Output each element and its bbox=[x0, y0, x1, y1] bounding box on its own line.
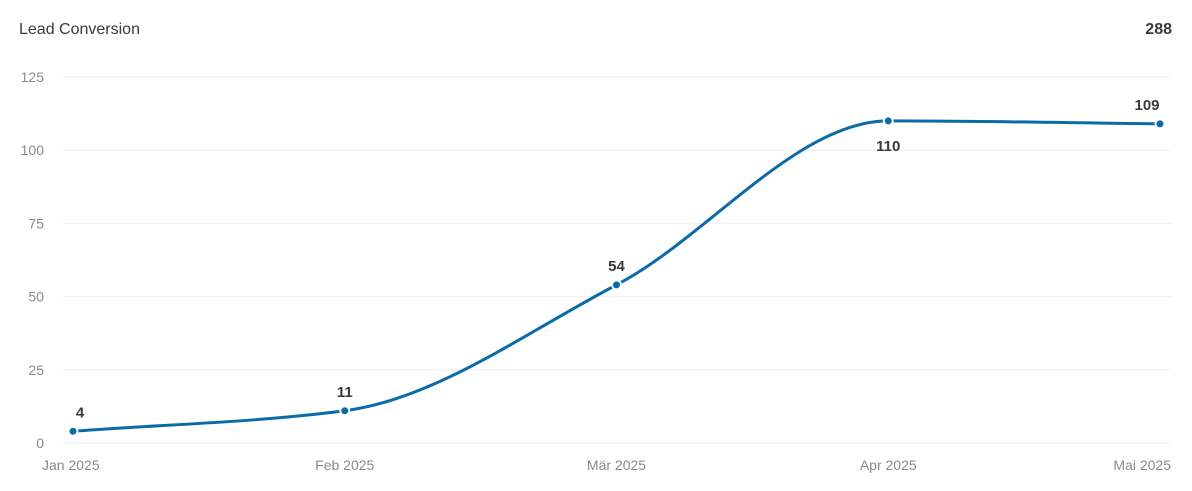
data-point[interactable] bbox=[613, 281, 620, 289]
x-tick-label: Mai 2025 bbox=[1113, 457, 1171, 473]
y-tick-label: 100 bbox=[21, 142, 45, 158]
chart-title: Lead Conversion bbox=[19, 21, 140, 38]
data-label: 110 bbox=[876, 138, 900, 155]
data-label: 4 bbox=[76, 404, 85, 421]
x-tick-label: Jan 2025 bbox=[42, 457, 100, 473]
y-tick-label: 125 bbox=[21, 69, 45, 85]
grid-layer bbox=[63, 76, 1172, 444]
y-tick-label: 75 bbox=[28, 215, 44, 231]
y-tick-label: 0 bbox=[36, 435, 44, 451]
data-point-layer bbox=[67, 115, 1166, 437]
y-tick-label: 25 bbox=[28, 362, 44, 378]
data-point[interactable] bbox=[884, 117, 892, 125]
data-point[interactable] bbox=[341, 407, 349, 415]
x-tick-label: Apr 2025 bbox=[860, 457, 917, 473]
data-point[interactable] bbox=[1156, 120, 1164, 128]
y-tick-label: 50 bbox=[28, 289, 44, 305]
series-line bbox=[71, 119, 1162, 433]
data-label-layer: 4 11 54 110 109 bbox=[76, 97, 1160, 421]
x-axis-ticks: Jan 2025 Feb 2025 Mär 2025 Apr 2025 Mai 2025 bbox=[42, 457, 1171, 473]
data-point[interactable] bbox=[69, 427, 77, 435]
x-tick-label: Mär 2025 bbox=[587, 457, 646, 473]
y-axis-ticks: 0 25 50 75 100 125 bbox=[21, 69, 45, 451]
chart-header: Lead Conversion 288 bbox=[19, 18, 1172, 42]
data-label: 109 bbox=[1134, 97, 1159, 114]
series-line-layer bbox=[71, 119, 1162, 433]
total-value: 288 bbox=[1145, 21, 1172, 38]
data-label: 54 bbox=[608, 258, 625, 275]
x-tick-label: Feb 2025 bbox=[315, 457, 374, 473]
data-label: 11 bbox=[337, 384, 353, 401]
